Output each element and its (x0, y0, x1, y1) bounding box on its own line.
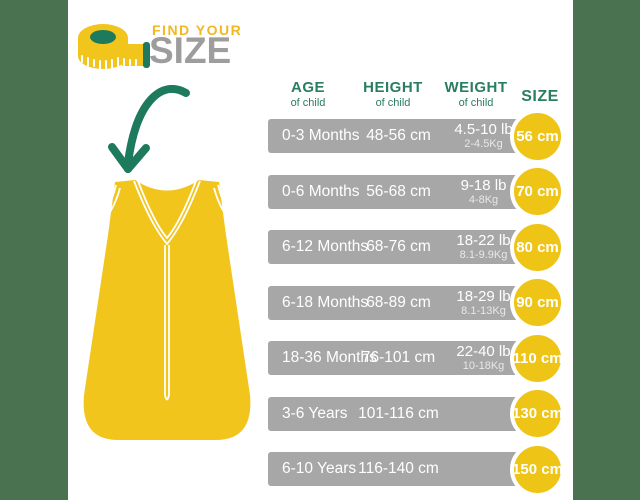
row-bar: 6-10 Years 116-140 cm (268, 452, 531, 486)
height-value: 76-101 cm (361, 349, 436, 366)
height-value: 68-76 cm (366, 238, 431, 255)
column-header-age: AGE of child (290, 79, 326, 109)
age-value: 6-10 Years (282, 460, 357, 477)
row-bar: 0-3 Months 48-56 cm 4.5-10 lb 2-4.5Kg (268, 119, 531, 153)
age-value: 6-18 Months (282, 293, 369, 311)
right-green-panel (573, 0, 640, 500)
height-value: 116-140 cm (358, 460, 439, 477)
curved-arrow-icon (108, 85, 190, 173)
weight-value: 4.5-10 lb 2-4.5Kg (454, 121, 513, 151)
size-badge: 110 cm (510, 330, 565, 386)
row-bar: 0-6 Months 56-68 cm 9-18 lb 4-8Kg (268, 174, 531, 209)
find-your-size-logo: FIND YOUR SIZE (70, 10, 270, 80)
size-badge: 90 cm (510, 275, 565, 330)
sleeping-bag-shape (83, 180, 251, 440)
logo-title-top: FIND YOUR (152, 22, 243, 38)
measuring-tape-icon (78, 24, 150, 70)
row-bar: 6-18 Months 68-89 cm 18-29 lb 8.1-13Kg (268, 285, 531, 320)
size-badge: 70 cm (510, 164, 565, 219)
age-value: 3-6 Years (282, 404, 348, 422)
height-value: 56-68 cm (366, 182, 431, 200)
height-value: 68-89 cm (366, 293, 431, 311)
age-value: 0-6 Months (282, 182, 360, 200)
row-bar: 6-12 Months 68-76 cm 18-22 lb 8.1-9.9Kg (268, 230, 531, 264)
age-value: 0-3 Months (282, 127, 360, 144)
row-bar: 3-6 Years 101-116 cm (268, 396, 531, 431)
sleeping-bag-illustration (83, 85, 251, 440)
column-header-size: SIZE (521, 88, 559, 105)
age-value: 18-36 Months (282, 349, 377, 366)
logo-title-main: SIZE (149, 30, 232, 71)
age-value: 6-12 Months (282, 238, 369, 255)
row-bar: 18-36 Months 76-101 cm 22-40 lb 10-18Kg (268, 341, 531, 375)
size-badge: 56 cm (510, 108, 565, 164)
size-badge: 130 cm (510, 386, 565, 441)
left-green-panel (0, 0, 68, 500)
weight-value: 18-29 lb 8.1-13Kg (456, 287, 511, 317)
size-badge: 150 cm (510, 441, 565, 497)
column-header-weight: WEIGHT of child (444, 79, 508, 109)
height-value: 101-116 cm (358, 404, 439, 422)
height-value: 48-56 cm (366, 127, 431, 144)
size-badge: 80 cm (510, 219, 565, 275)
column-header-height: HEIGHT of child (363, 79, 423, 109)
weight-value: 9-18 lb 4-8Kg (460, 176, 507, 206)
weight-value: 18-22 lb 8.1-9.9Kg (456, 232, 511, 262)
weight-value: 22-40 lb 10-18Kg (456, 343, 511, 373)
